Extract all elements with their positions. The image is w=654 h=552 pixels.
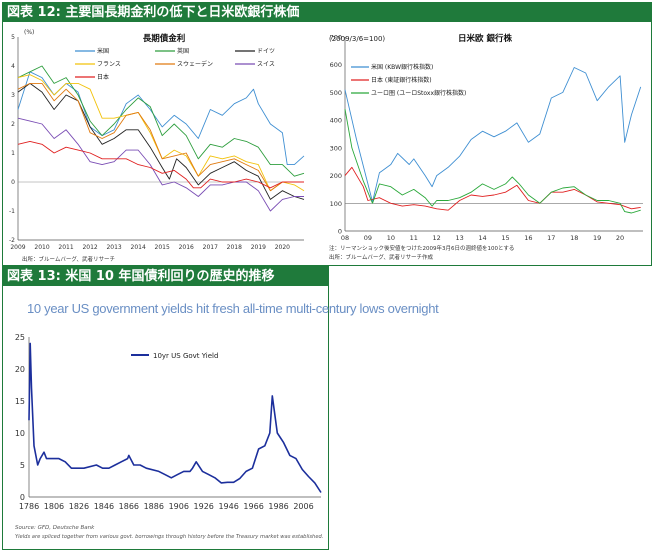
x-tick-label: 08 — [341, 234, 349, 242]
figure-13-panel: 図表 13: 米国 10 年国債利回りの歴史的推移 10 year US gov… — [2, 266, 439, 550]
x-tick-label: 2016 — [179, 244, 194, 251]
series-line-sweden — [17, 82, 304, 192]
x-tick-label: 2012 — [82, 244, 97, 251]
legend-label: 米国 (KBW銀行株指数) — [371, 63, 433, 71]
y-tick-label: 2 — [11, 121, 15, 128]
x-tick-label: 2010 — [34, 244, 49, 251]
x-tick-label: 1886 — [144, 502, 164, 511]
series-line-us-yield — [28, 342, 322, 493]
y-tick-label: 0 — [338, 228, 342, 236]
x-tick-label: 2019 — [251, 244, 266, 251]
source-note: 出所：ブルームバーグ、武者リサーチ — [22, 255, 115, 263]
x-tick-label: 1866 — [119, 502, 139, 511]
x-tick-label: 2014 — [131, 244, 146, 251]
y-tick-label: 5 — [20, 461, 25, 470]
y-tick-label: 3 — [11, 92, 15, 99]
x-tick-label: 1846 — [94, 502, 114, 511]
y-tick-label: -1 — [9, 208, 15, 215]
chart-title: 日米欧 銀行株 — [458, 33, 512, 44]
series-line-eurozone — [344, 109, 641, 214]
x-tick-label: 2018 — [227, 244, 242, 251]
x-tick-label: 1826 — [69, 502, 89, 511]
y-tick-label: 200 — [330, 172, 342, 180]
x-tick-label: 2006 — [293, 502, 313, 511]
y-tick-label: 5 — [11, 34, 15, 41]
x-tick-label: 13 — [455, 234, 463, 242]
y-tick-label: 0 — [11, 179, 15, 186]
y-tick-label: 100 — [330, 200, 342, 208]
y-unit-label: (%) — [24, 29, 34, 36]
y-unit-label: (2009/3/6=100) — [329, 35, 385, 43]
figure-12-banner: 図表 12: 主要国長期金利の低下と日米欧銀行株価 — [3, 3, 651, 22]
x-tick-label: 19 — [593, 234, 601, 242]
legend-label: ドイツ — [257, 48, 275, 55]
series-line-japan — [17, 140, 304, 189]
series-line-germany — [17, 82, 305, 200]
y-tick-label: 400 — [330, 117, 342, 125]
x-tick-label: 1986 — [268, 502, 288, 511]
series-line-us — [344, 67, 642, 203]
series-line-uk — [17, 65, 305, 177]
x-tick-label: 10 — [387, 234, 395, 242]
series-line-swiss — [17, 117, 304, 212]
x-tick-label: 18 — [570, 234, 578, 242]
legend-label: 英国 — [177, 47, 189, 55]
x-tick-label: 2009 — [10, 244, 25, 251]
x-tick-label: 14 — [478, 234, 486, 242]
bank-stock-chart: (2009/3/6=100) 日米欧 銀行株7006005004003002001… — [329, 33, 643, 261]
y-tick-label: -2 — [9, 237, 15, 244]
y-tick-label: 15 — [15, 397, 25, 406]
figure-12-panel: 図表 12: 主要国長期金利の低下と日米欧銀行株価 (%) 長期債金利 5 4 3 2 1 0… — [2, 2, 652, 266]
y-tick-label: 600 — [330, 61, 342, 69]
x-tick-label: 1966 — [243, 502, 263, 511]
legend-label: ユーロ圏 (ユーロStoxx銀行株指数) — [371, 89, 466, 97]
legend-label: 日本 (東証銀行株指数) — [371, 76, 432, 84]
x-tick-label: 2017 — [203, 244, 218, 251]
footnote: 注：リーマンショック後安値をつけた2009年3月6日の週終値を100とする — [329, 244, 514, 252]
y-tick-label: 20 — [15, 365, 25, 374]
legend-label: フランス — [97, 61, 121, 68]
x-tick-label: 1926 — [194, 502, 214, 511]
footnote: Yields are spliced together from various… — [15, 534, 323, 540]
legend-label: 10yr US Govt Yield — [153, 352, 218, 360]
y-tick-label: 25 — [15, 333, 25, 342]
y-tick-label: 500 — [330, 89, 342, 97]
chart-title: 長期債金利 — [143, 33, 186, 44]
x-tick-label: 2015 — [155, 244, 170, 251]
x-tick-label: 2013 — [106, 244, 121, 251]
legend-label: スイス — [257, 61, 275, 68]
x-tick-label: 12 — [433, 234, 441, 242]
legend-label: 米国 — [97, 47, 109, 55]
x-tick-label: 1786 — [19, 502, 39, 511]
x-tick-label: 20 — [616, 234, 624, 242]
x-tick-label: 15 — [501, 234, 509, 242]
legend-label: スウェーデン — [177, 60, 213, 68]
x-tick-label: 16 — [524, 234, 532, 242]
figure-13-banner: 図表 13: 米国 10 年国債利回りの歴史的推移 — [3, 267, 328, 286]
source-note: Source: GFD, Deutsche Bank — [15, 525, 95, 531]
legend-label: 日本 — [97, 73, 109, 81]
source-note: 出所：ブルームバーグ、武者リサーチ作成 — [329, 253, 433, 261]
x-tick-label: 17 — [547, 234, 555, 242]
x-tick-label: 2011 — [58, 244, 73, 251]
y-tick-label: 4 — [11, 63, 15, 70]
y-tick-label: 10 — [15, 429, 25, 438]
x-tick-label: 11 — [410, 234, 418, 242]
x-tick-label: 1806 — [44, 502, 64, 511]
y-tick-label: 700 — [330, 34, 342, 42]
x-tick-label: 2020 — [275, 244, 290, 251]
figure-13-subtitle: 10 year US government yields hit fresh a… — [27, 301, 439, 316]
series-line-japan — [344, 166, 641, 211]
x-tick-label: 09 — [364, 234, 372, 242]
x-tick-label: 1946 — [218, 502, 238, 511]
series-line-us — [17, 71, 305, 166]
y-tick-label: 0 — [20, 493, 25, 502]
x-tick-label: 1906 — [169, 502, 189, 511]
y-tick-label: 300 — [330, 144, 342, 152]
y-tick-label: 1 — [11, 150, 15, 157]
